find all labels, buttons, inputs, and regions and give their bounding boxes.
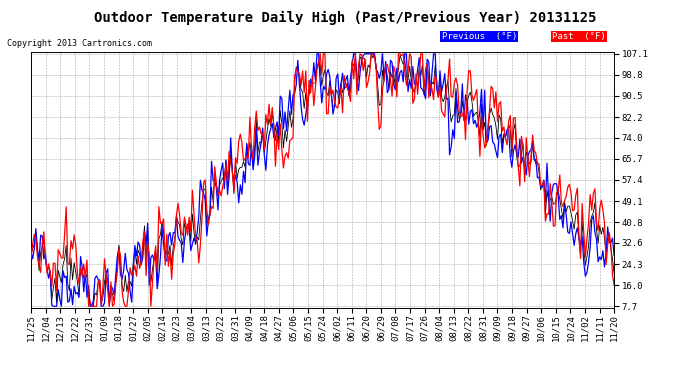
Text: Outdoor Temperature Daily High (Past/Previous Year) 20131125: Outdoor Temperature Daily High (Past/Pre…: [94, 11, 596, 26]
Text: Copyright 2013 Cartronics.com: Copyright 2013 Cartronics.com: [7, 39, 152, 48]
Text: Previous  (°F): Previous (°F): [442, 32, 517, 41]
Text: Past  (°F): Past (°F): [552, 32, 606, 41]
